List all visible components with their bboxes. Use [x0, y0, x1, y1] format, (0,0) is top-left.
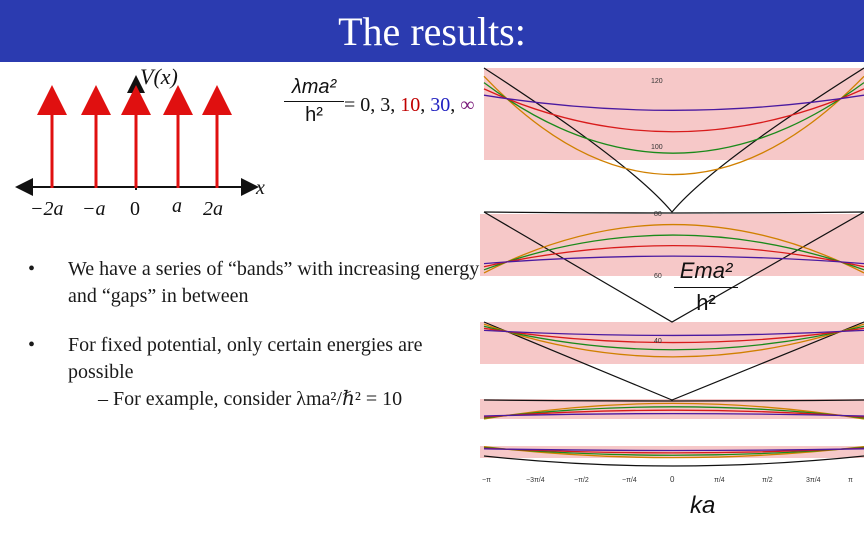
x-tick: −π/4 [622, 477, 637, 484]
potential-diagram: V(x) x −2a −a 0 a 2a [15, 64, 265, 220]
x-tick: −3π/4 [526, 477, 545, 484]
band-curve-30 [483, 447, 864, 454]
tick-nega: −a [82, 198, 106, 220]
band-curve-3 [483, 223, 864, 274]
free-curve [483, 211, 864, 323]
band-curve-inf [483, 412, 864, 417]
x-tick: 0 [670, 475, 675, 484]
ka-axis-label: ka [690, 492, 716, 519]
band-region [480, 399, 864, 419]
y-tick-40: 40 [654, 338, 662, 345]
coupling-values: = 0, 3, 10, 30, ∞ [344, 94, 475, 117]
slide-title: The results: [338, 9, 526, 54]
x-tick: −π [482, 477, 491, 484]
band-structure-plot: 120 100 80 60 40 −π −3π/4 −π/2 −π/4 0 π/… [480, 67, 864, 484]
free-curve [483, 399, 864, 402]
y-tick-60: 60 [654, 273, 662, 280]
free-curve [483, 211, 864, 214]
band-curve-inf [483, 94, 864, 111]
band-curve-10 [483, 406, 864, 419]
equals-sign: = [344, 94, 361, 116]
title-bar: The results: [0, 0, 864, 62]
tick-2a: 2a [203, 198, 223, 220]
band-curve-30 [483, 327, 864, 344]
y-tick-100: 100 [651, 144, 663, 151]
x-axis-label: x [255, 177, 265, 199]
coupling-denominator: h² [305, 104, 323, 126]
x-tick: π/2 [762, 477, 773, 484]
sep-0: , [370, 94, 381, 116]
sub-bullet-text: For example, consider λma²/ℏ² = 10 [113, 388, 403, 410]
value-infinity: ∞ [460, 94, 475, 116]
value-0: 0 [360, 94, 371, 116]
value-3: 3 [380, 94, 391, 116]
energy-label: Ema² h² [674, 258, 738, 316]
free-curve [483, 67, 864, 213]
coupling-numerator: λma² [284, 76, 344, 102]
bullet-list: • We have a series of “bands” with incre… [28, 256, 483, 413]
value-30: 30 [430, 94, 451, 116]
bullet-dot-icon: • [28, 334, 36, 356]
sep-2: , [420, 94, 431, 116]
band-region [484, 68, 864, 160]
bullet-dot-icon: • [28, 258, 36, 280]
coupling-fraction: λma² h² [284, 76, 344, 127]
band-curve-10 [483, 446, 864, 456]
band-curve-inf [483, 329, 864, 337]
bullet-item: • We have a series of “bands” with incre… [28, 256, 483, 310]
x-tick: π [848, 477, 853, 484]
bullet-text: For fixed potential, only certain energi… [68, 334, 423, 383]
band-curve-10 [483, 325, 864, 351]
energy-denominator: h² [696, 290, 716, 315]
x-tick: π/4 [714, 477, 725, 484]
value-10: 10 [400, 94, 421, 116]
sep-3: , [450, 94, 461, 116]
y-tick-80: 80 [654, 211, 662, 218]
band-curve-10 [483, 234, 864, 271]
band-curve-30 [483, 409, 864, 418]
band-curve-inf [483, 448, 864, 452]
sub-bullet-dash: – [98, 388, 108, 410]
x-tick: 3π/4 [806, 477, 821, 484]
free-curve [483, 321, 864, 401]
band-curve-10 [483, 82, 864, 154]
free-curve [483, 455, 864, 467]
sub-bullet: – For example, consider λma²/ℏ² = 10 [68, 386, 483, 413]
band-curve-3 [483, 323, 864, 358]
bullet-text: We have a series of “bands” with increas… [68, 258, 480, 307]
band-curves [483, 67, 864, 467]
band-curve-3 [483, 75, 864, 176]
energy-numerator: Ema² [674, 258, 738, 288]
band-curve-3 [483, 446, 864, 459]
tick-neg2a: −2a [30, 198, 64, 220]
band-curve-30 [483, 88, 864, 133]
sep-1: , [390, 94, 401, 116]
tick-zero: 0 [130, 198, 140, 220]
v-axis-label: V(x) [140, 64, 178, 89]
band-curve-3 [483, 402, 864, 420]
bullet-item: • For fixed potential, only certain ener… [28, 332, 483, 413]
x-tick: −π/2 [574, 477, 589, 484]
coupling-formula: λma² h² = 0, 3, 10, 30, ∞ [280, 72, 490, 152]
tick-a: a [172, 195, 182, 217]
band-curve-inf [483, 255, 864, 265]
band-curve-30 [483, 244, 864, 268]
y-tick-120: 120 [651, 78, 663, 85]
